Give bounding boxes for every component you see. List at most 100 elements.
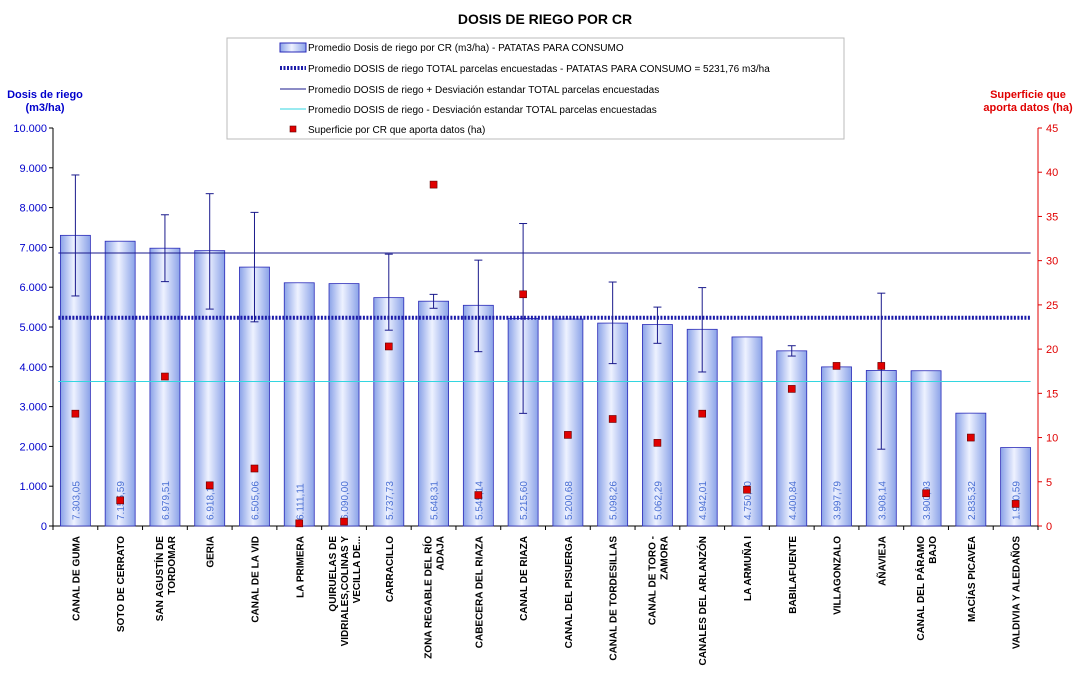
y-tick-label: 1.000: [19, 481, 47, 493]
y-tick-label: 7.000: [19, 242, 47, 254]
bar: [731, 336, 763, 527]
area-marker: [608, 415, 617, 423]
bar-value-label: 5.062,29: [653, 481, 664, 520]
category-label: AÑAVIEJA: [875, 536, 888, 586]
bar-value-label: 6.111,11: [295, 483, 306, 520]
category-label: CABECERA DEL RIAZA: [474, 536, 485, 648]
y-tick-label: 2.000: [19, 441, 47, 453]
y2-tick-label: 35: [1046, 211, 1058, 223]
category-label: LA PRIMERA: [295, 536, 306, 598]
legend: Promedio Dosis de riego por CR (m3/ha) -…: [226, 37, 845, 140]
y-tick-label: 0: [41, 521, 47, 533]
category-label: CARRACILLO: [385, 536, 396, 602]
y2-axis-title-line1: Superficie que: [990, 89, 1066, 101]
area-marker: [787, 385, 796, 393]
category-label: ZONA REGABLE DEL RÍO: [422, 536, 435, 659]
category-label: BABILAFUENTE: [788, 536, 799, 614]
y2-axis-title-line2: aporta datos (ha): [983, 102, 1073, 114]
category-label: VIDRIALES,COLINAS Y: [340, 536, 351, 647]
area-marker: [653, 439, 662, 447]
legend-label-bars: Promedio Dosis de riego por CR (m3/ha) -…: [308, 43, 624, 54]
legend-item-mean: Promedio DOSIS de riego TOTAL parcelas e…: [280, 64, 770, 75]
bar: [552, 318, 584, 527]
area-marker: [698, 409, 707, 418]
y-axis-title-line2: (m3/ha): [25, 102, 64, 114]
y2-tick-label: 15: [1046, 388, 1058, 400]
category-label: CANAL DE TORO -: [647, 536, 658, 625]
y2-tick-label: 30: [1046, 256, 1058, 268]
bar: [373, 297, 405, 527]
bar-value-label: 4.750,00: [743, 481, 754, 520]
category-label: SOTO DE CERRATO: [116, 536, 127, 632]
legend-label-plus-sd: Promedio DOSIS de riego + Desviación est…: [308, 85, 659, 96]
legend-frame: [226, 37, 845, 140]
bar-value-label: 2.835,32: [967, 481, 978, 520]
bar: [328, 283, 360, 527]
category-label: CANAL DEL PISUERGA: [564, 536, 575, 648]
y2-tick-label: 10: [1046, 433, 1058, 445]
y2-tick-label: 45: [1046, 123, 1058, 135]
area-marker: [340, 517, 348, 526]
legend-swatch-marker: [289, 125, 297, 133]
chart-title: DOSIS DE RIEGO POR CR: [458, 11, 632, 27]
bar-value-label: 5.737,73: [385, 481, 396, 520]
category-label: VECILLA DE...: [352, 536, 363, 604]
y2-tick-label: 20: [1046, 344, 1058, 356]
category-label: CANAL DE RIAZA: [519, 536, 530, 621]
area-marker: [71, 409, 80, 418]
bar-value-label: 5.200,68: [564, 481, 575, 520]
area-marker: [250, 464, 259, 473]
category-label: VALDIVIA Y ALEDAÑOS: [1010, 536, 1023, 649]
bar-value-label: 6.090,00: [340, 481, 351, 520]
plot-area: 0 1.000 2.000 3.000 4.000 5.000 6.000 7.000 8.00…: [13, 123, 1058, 665]
bar: [149, 247, 181, 527]
legend-label-minus-sd: Promedio DOSIS de riego - Desviación est…: [308, 105, 657, 116]
y-tick-label: 6.000: [19, 282, 47, 294]
area-marker: [967, 433, 975, 442]
y-tick-label: 8.000: [19, 203, 47, 215]
category-label: VILLAGONZALO: [833, 536, 844, 615]
area-marker: [1011, 500, 1020, 508]
category-label: CANAL DE GUMA: [71, 536, 82, 621]
legend-label-mean: Promedio DOSIS de riego TOTAL parcelas e…: [308, 64, 770, 75]
area-marker: [877, 362, 886, 370]
category-label: ADAJA: [436, 536, 447, 570]
legend-label-area: Superficie por CR que aporta datos (ha): [308, 125, 485, 136]
category-label: BAJO: [928, 536, 939, 564]
bar: [910, 370, 942, 527]
area-marker: [519, 290, 527, 299]
category-label: ZAMORA: [659, 536, 670, 580]
y-tick-label: 5.000: [19, 322, 47, 334]
y-axis-title-line1: Dosis de riego: [7, 89, 83, 101]
y-tick-label: 10.000: [13, 123, 47, 135]
bar-value-label: 6.505,06: [250, 481, 261, 520]
y2-tick-label: 40: [1046, 167, 1058, 179]
category-label: MACÍAS PICAVEA: [965, 536, 978, 622]
bar-value-label: 5.098,26: [609, 481, 620, 520]
category-label: GERIA: [206, 536, 217, 568]
legend-item-bars: Promedio Dosis de riego por CR (m3/ha) -…: [279, 42, 624, 54]
legend-item-plus-sd: Promedio DOSIS de riego + Desviación est…: [280, 85, 659, 96]
area-marker: [116, 496, 124, 505]
bar-value-label: 7.303,05: [71, 481, 82, 520]
area-marker: [922, 489, 930, 498]
y-tick-label: 9.000: [19, 163, 47, 175]
bar-value-label: 4.942,01: [698, 481, 709, 520]
bar: [642, 324, 673, 527]
bar-value-label: 5.545,14: [474, 481, 485, 520]
bar: [1000, 447, 1032, 527]
category-label: QUIRUELAS DE: [328, 536, 339, 612]
y-tick-label: 4.000: [19, 362, 47, 374]
bar-value-label: 4.400,84: [788, 481, 799, 520]
y2-tick-label: 0: [1046, 521, 1052, 533]
bar: [418, 300, 449, 527]
legend-item-minus-sd: Promedio DOSIS de riego - Desviación est…: [280, 105, 657, 116]
y2-tick-label: 5: [1046, 477, 1052, 489]
y2-tick-label: 25: [1046, 300, 1058, 312]
category-label: CANAL DE TORDESILLAS: [609, 536, 620, 661]
bar-value-label: 3.997,79: [833, 481, 844, 520]
bar-value-label: 6.918,13: [206, 481, 217, 520]
category-label: SAN AGUSTÍN DE: [153, 536, 166, 622]
area-marker: [205, 481, 214, 490]
category-label: TORDOMAR: [167, 535, 178, 594]
